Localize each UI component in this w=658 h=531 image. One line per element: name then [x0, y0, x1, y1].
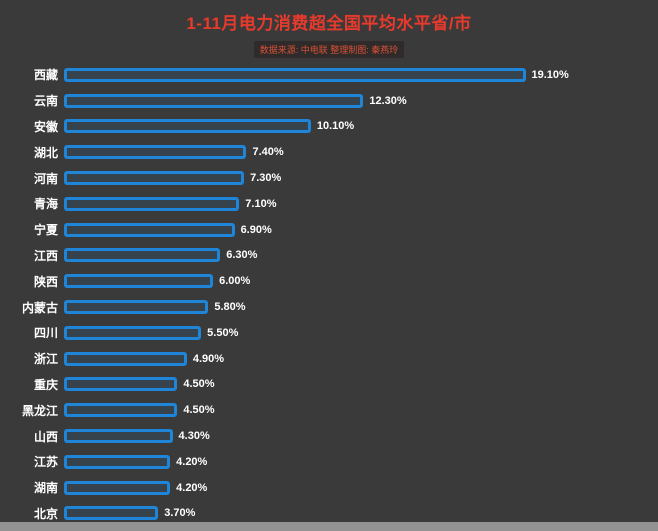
bar-row: 安徽 10.10%	[6, 114, 648, 140]
bar	[64, 506, 159, 521]
bar-area: 6.00%	[64, 274, 648, 289]
bar-area: 4.20%	[64, 454, 648, 469]
category-label: 北京	[33, 506, 58, 521]
category-label: 湖北	[33, 145, 58, 160]
value-label: 10.10%	[316, 120, 355, 133]
bar	[64, 377, 178, 392]
bottom-strip	[0, 522, 658, 531]
bar-row: 陕西 6.00%	[6, 268, 648, 294]
category-label: 江苏	[33, 455, 58, 470]
value-label: 5.80%	[214, 301, 246, 314]
bar	[64, 480, 171, 495]
bar-area: 5.50%	[64, 325, 648, 340]
bar	[64, 93, 364, 108]
bar-area: 7.30%	[64, 171, 648, 186]
bar-row: 西藏 19.10%	[6, 62, 648, 88]
bar-row: 山西 4.30%	[6, 423, 648, 449]
value-label: 7.40%	[252, 146, 284, 159]
bar	[64, 248, 221, 263]
bar-area: 6.90%	[64, 222, 648, 237]
category-label: 四川	[33, 326, 58, 341]
category-label: 陕西	[33, 274, 58, 289]
bar	[64, 454, 171, 469]
value-label: 7.10%	[245, 197, 277, 210]
bar-area: 4.30%	[64, 429, 648, 444]
bar-area: 4.90%	[64, 351, 648, 366]
chart-rows: 西藏 19.10% 云南 12.30% 安徽 10.10% 湖北 7.40% 河南 7.30% 青海…	[0, 62, 658, 526]
category-label: 宁夏	[33, 223, 58, 238]
bar-row: 云南 12.30%	[6, 88, 648, 114]
value-label: 4.50%	[183, 378, 215, 391]
bar-area: 6.30%	[64, 248, 648, 263]
value-label: 4.30%	[178, 430, 210, 443]
bar	[64, 351, 187, 366]
bar	[64, 67, 526, 82]
value-label: 6.90%	[240, 223, 272, 236]
value-label: 6.00%	[219, 275, 251, 288]
bar-row: 内蒙古 5.80%	[6, 294, 648, 320]
bar	[64, 119, 311, 134]
bar-row: 江苏 4.20%	[6, 449, 648, 475]
bar	[64, 429, 173, 444]
value-label: 4.20%	[176, 455, 208, 468]
bar	[64, 171, 245, 186]
bar-area: 10.10%	[64, 119, 648, 134]
bar-row: 重庆 4.50%	[6, 372, 648, 398]
bar-area: 4.50%	[64, 403, 648, 418]
bar	[64, 222, 235, 237]
category-label: 青海	[33, 197, 58, 212]
category-label: 黑龙江	[21, 403, 58, 418]
chart-title: 1-11月电力消费超全国平均水平省/市	[186, 14, 472, 33]
bar-area: 12.30%	[64, 93, 648, 108]
value-label: 4.20%	[176, 481, 208, 494]
chart-subtitle-row: 数据来源: 中电联 整理制图: 秦燕玲	[0, 40, 658, 58]
value-label: 19.10%	[531, 68, 569, 81]
bar	[64, 274, 214, 289]
bar-area: 5.80%	[64, 300, 648, 315]
category-label: 山西	[33, 429, 58, 444]
bar-row: 北京 3.70%	[6, 501, 648, 527]
value-label: 5.50%	[207, 326, 239, 339]
bar	[64, 300, 209, 315]
bar-row: 湖南 4.20%	[6, 475, 648, 501]
value-label: 3.70%	[164, 507, 196, 520]
value-label: 4.50%	[183, 404, 215, 417]
bar-area: 7.10%	[64, 196, 648, 211]
category-label: 湖南	[33, 481, 58, 496]
bar-row: 江西 6.30%	[6, 243, 648, 269]
bar-row: 黑龙江 4.50%	[6, 397, 648, 423]
bar-area: 4.20%	[64, 480, 648, 495]
category-label: 西藏	[33, 68, 58, 83]
category-label: 内蒙古	[21, 300, 58, 315]
bar-row: 宁夏 6.90%	[6, 217, 648, 243]
bar	[64, 196, 240, 211]
category-label: 安徽	[33, 119, 58, 134]
category-label: 浙江	[33, 352, 58, 367]
bar-row: 四川 5.50%	[6, 320, 648, 346]
bar	[64, 403, 178, 418]
bar-area: 19.10%	[64, 67, 648, 82]
bar-row: 浙江 4.90%	[6, 346, 648, 372]
bar-area: 7.40%	[64, 145, 648, 160]
bar	[64, 145, 247, 160]
bar-row: 河南 7.30%	[6, 165, 648, 191]
source-note: 数据来源: 中电联 整理制图: 秦燕玲	[253, 41, 405, 58]
bar-row: 湖北 7.40%	[6, 139, 648, 165]
category-label: 江西	[33, 248, 58, 263]
bar-row: 青海 7.10%	[6, 191, 648, 217]
bar	[64, 325, 202, 340]
value-label: 7.30%	[250, 172, 282, 185]
category-label: 云南	[33, 94, 58, 109]
value-label: 6.30%	[226, 249, 258, 262]
category-label: 河南	[33, 171, 58, 186]
bar-area: 4.50%	[64, 377, 648, 392]
value-label: 4.90%	[192, 352, 225, 365]
value-label: 12.30%	[369, 94, 407, 107]
category-label: 重庆	[33, 377, 58, 392]
bar-area: 3.70%	[64, 506, 648, 521]
